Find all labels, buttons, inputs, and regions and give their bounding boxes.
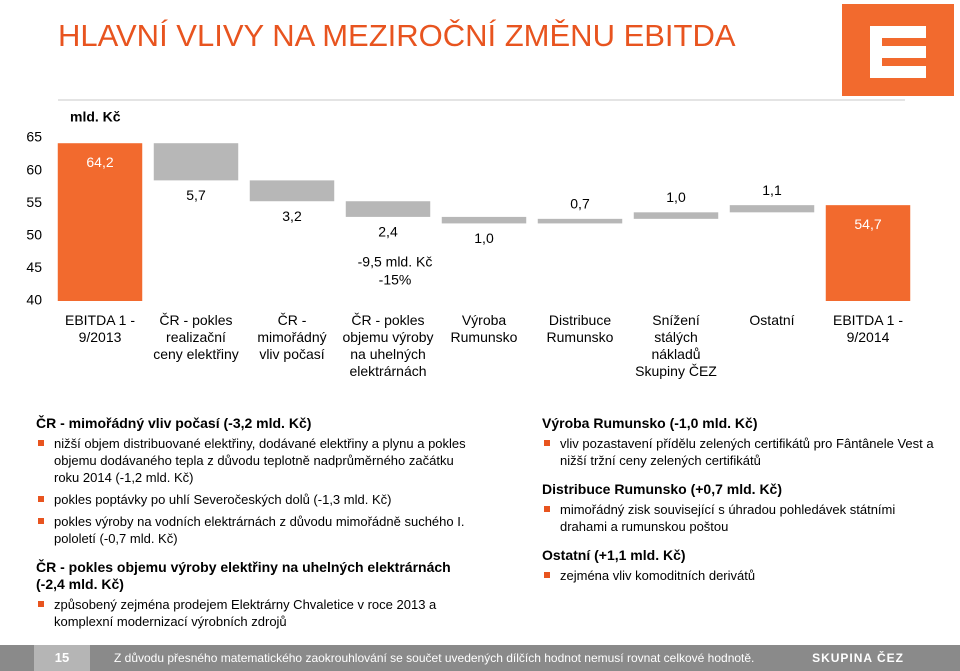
note-bullet: vliv pozastavení přídělu zelených certif…	[542, 435, 942, 469]
y-tick-label: 65	[26, 129, 42, 145]
note-heading: Distribuce Rumunsko (+0,7 mld. Kč)	[542, 481, 782, 497]
note-heading: Ostatní (+1,1 mld. Kč)	[542, 547, 686, 563]
y-axis-unit: mld. Kč	[70, 109, 121, 125]
note-bullet: zejména vliv komoditních derivátů	[542, 567, 942, 584]
data-label: 5,7	[186, 187, 206, 203]
x-tick-label: Výroba Rumunsko	[450, 312, 518, 345]
note-list: mimořádný zisk související s úhradou poh…	[542, 501, 942, 535]
footer-note: Z důvodu přesného matematického zaokrouh…	[114, 651, 755, 665]
note-list: vliv pozastavení přídělu zelených certif…	[542, 435, 942, 469]
change-bar	[153, 143, 239, 181]
data-label: 2,4	[378, 224, 398, 240]
note-heading: Výroba Rumunsko (-1,0 mld. Kč)	[542, 415, 758, 431]
y-tick-label: 50	[26, 227, 42, 243]
total-bar	[825, 205, 911, 301]
note-bullet: mimořádný zisk související s úhradou poh…	[542, 501, 942, 535]
x-tick-label: ČR - pokles realizační ceny elektřiny	[153, 312, 239, 362]
y-tick-label: 40	[26, 292, 42, 308]
brand: SKUPINA ČEZ	[812, 651, 904, 665]
y-tick-label: 55	[26, 194, 42, 210]
footer: 15 Z důvodu přesného matematického zaokr…	[0, 645, 960, 671]
x-tick-label: EBITDA 1 - 9/2014	[832, 312, 904, 345]
change-bar	[633, 212, 719, 219]
note-bullet: pokles výroby na vodních elektrárnách z …	[36, 513, 476, 547]
x-tick-label: Distribuce Rumunsko	[546, 312, 614, 345]
note-bullet: způsobený zejména prodejem Elektrárny Ch…	[36, 596, 476, 630]
data-label: 54,7	[854, 216, 881, 232]
data-label: 3,2	[282, 208, 302, 224]
annotation: -15%	[379, 272, 412, 288]
chart: mld. Kč 40 45 50 55 60 65 64,2 5,7 3,2 2,4 1,0 0,7 1…	[26, 4, 954, 308]
note-list: způsobený zejména prodejem Elektrárny Ch…	[36, 596, 476, 630]
change-bar	[249, 180, 335, 202]
note-bullet: pokles poptávky po uhlí Severočeských do…	[36, 491, 476, 508]
data-label: 64,2	[86, 154, 113, 170]
data-label: 1,0	[666, 189, 686, 205]
note-heading: ČR - pokles objemu výroby elektřiny na u…	[36, 559, 451, 592]
data-label: 1,1	[762, 182, 782, 198]
logo	[842, 4, 954, 96]
note-heading: ČR - mimořádný vliv počasí (-3,2 mld. Kč…	[36, 415, 312, 431]
x-tick-label: ČR - pokles objemu výroby na uhelných el…	[342, 312, 434, 379]
note-list: nižší objem distribuované elektřiny, dod…	[36, 435, 476, 547]
data-label: 0,7	[570, 196, 590, 212]
notes-left: ČR - mimořádný vliv počasí (-3,2 mld. Kč…	[36, 415, 476, 642]
annotation: -9,5 mld. Kč	[358, 254, 433, 270]
change-bar	[537, 218, 623, 224]
change-bar	[441, 216, 527, 224]
x-tick-label: ČR - mimořádný vliv počasí	[257, 312, 327, 362]
change-bar	[729, 205, 815, 213]
x-tick-label: Snížení stálých nákladů Skupiny ČEZ	[635, 312, 717, 379]
slide-title: HLAVNÍ VLIVY NA MEZIROČNÍ ZMĚNU EBITDA	[58, 18, 736, 53]
y-tick-label: 60	[26, 161, 42, 177]
y-tick-label: 45	[26, 259, 42, 275]
note-list: zejména vliv komoditních derivátů	[542, 567, 942, 584]
change-bar	[345, 201, 431, 217]
total-bar	[57, 143, 143, 301]
note-bullet: nižší objem distribuované elektřiny, dod…	[36, 435, 476, 486]
x-tick-label: Ostatní	[749, 312, 795, 328]
x-tick-label: EBITDA 1 - 9/2013	[64, 312, 136, 345]
page-number: 15	[34, 645, 90, 671]
notes-right: Výroba Rumunsko (-1,0 mld. Kč) vliv pozas…	[542, 415, 942, 596]
data-label: 1,0	[474, 230, 494, 246]
